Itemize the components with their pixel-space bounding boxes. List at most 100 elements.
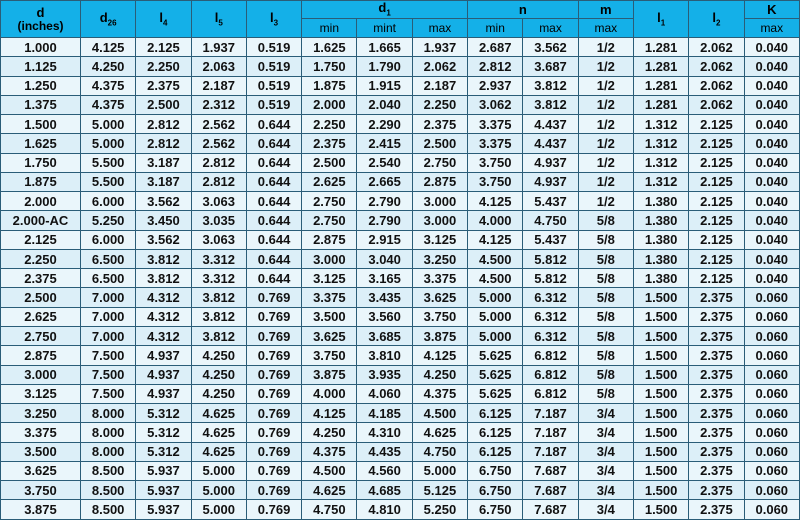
cell-nmin: 5.625 (467, 364, 524, 385)
cell-l1: 1.281 (632, 94, 690, 116)
cell-l5: 3.063 (190, 191, 247, 212)
cell-nmin: 2.687 (467, 36, 524, 58)
cell-d: 3.250 (0, 403, 81, 424)
cell-d1max: 2.062 (411, 56, 469, 77)
table-row: 2.625 7.000 4.312 3.812 0.769 3.500 3.560 3.750… (0, 306, 800, 327)
table-header: d (inches) d26 l4 l5 l3 d1 n m l1 l2 K m… (0, 0, 800, 38)
cell-d: 3.750 (0, 480, 81, 501)
cell-nmin: 3.375 (467, 114, 524, 135)
cell-d1min: 4.375 (301, 441, 358, 462)
col-header-l3-label: l (270, 9, 274, 25)
cell-d: 2.250 (0, 248, 81, 270)
cell-Kmax: 0.060 (743, 403, 800, 424)
table-row: 1.125 4.250 2.250 2.063 0.519 1.750 1.790 2.062… (0, 56, 800, 77)
col-header-l5-label: l (214, 9, 219, 25)
col-header-l2: l2 (688, 0, 745, 38)
cell-l3: 0.644 (245, 114, 303, 135)
cell-nmin: 3.750 (467, 152, 524, 173)
cell-d1mint: 3.435 (356, 287, 413, 308)
cell-d1max: 4.125 (411, 345, 469, 366)
cell-l1: 1.500 (632, 383, 690, 405)
cell-l2: 2.125 (688, 248, 745, 270)
table-row: 1.750 5.500 3.187 2.812 0.644 2.500 2.540 2.750… (0, 152, 800, 173)
cell-d: 2.000 (0, 191, 81, 212)
cell-nmin: 6.750 (467, 480, 524, 501)
cell-d1mint: 4.685 (356, 480, 413, 501)
cell-l3: 0.644 (245, 268, 303, 289)
table-row: 3.250 8.000 5.312 4.625 0.769 4.125 4.185 4.500… (0, 403, 800, 424)
table-row: 2.500 7.000 4.312 3.812 0.769 3.375 3.435 3.625… (0, 287, 800, 308)
cell-d1min: 3.750 (301, 345, 358, 366)
cell-Kmax: 0.060 (743, 499, 800, 520)
col-header-K-max: max (743, 17, 800, 38)
cell-Kmax: 0.040 (743, 171, 800, 193)
cell-l1: 1.380 (632, 248, 690, 270)
cell-d: 1.375 (0, 94, 81, 116)
cell-Kmax: 0.040 (743, 268, 800, 289)
cell-d1max: 2.500 (411, 133, 469, 154)
cell-l1: 1.500 (632, 499, 690, 520)
cell-Kmax: 0.060 (743, 441, 800, 462)
cell-mmax: 5/8 (577, 210, 634, 231)
cell-d1mint: 3.935 (356, 364, 413, 385)
cell-l5: 5.000 (190, 480, 247, 501)
cell-l3: 0.644 (245, 171, 303, 193)
cell-d1min: 3.875 (301, 364, 358, 385)
cell-l3: 0.769 (245, 287, 303, 308)
cell-Kmax: 0.040 (743, 248, 800, 270)
table-row: 2.250 6.500 3.812 3.312 0.644 3.000 3.040 3.250… (0, 248, 800, 270)
cell-d: 2.375 (0, 268, 81, 289)
cell-l4: 4.312 (135, 306, 192, 327)
cell-l4: 2.500 (135, 94, 192, 116)
cell-d: 3.000 (0, 364, 81, 385)
cell-d1min: 2.750 (301, 191, 358, 212)
cell-d1min: 3.375 (301, 287, 358, 308)
cell-l4: 3.187 (135, 171, 192, 193)
cell-d1min: 4.000 (301, 383, 358, 405)
cell-nmin: 2.812 (467, 56, 524, 77)
cell-l1: 1.500 (632, 480, 690, 501)
col-header-l2-label: l (712, 9, 716, 25)
cell-nmax: 7.687 (522, 460, 579, 482)
cell-l1: 1.500 (632, 345, 690, 366)
cell-d26: 4.375 (79, 94, 137, 116)
col-header-l2-subscript: 2 (716, 18, 721, 28)
cell-l4: 2.375 (135, 75, 192, 96)
cell-d1min: 4.750 (301, 499, 358, 520)
col-header-l1: l1 (632, 0, 690, 38)
cell-d1max: 4.625 (411, 422, 469, 443)
table-body: 1.000 4.125 2.125 1.937 0.519 1.625 1.665 1.937… (0, 36, 800, 520)
cell-d1min: 2.375 (301, 133, 358, 154)
cell-l4: 3.562 (135, 191, 192, 212)
cell-l2: 2.375 (688, 306, 745, 327)
cell-d26: 4.125 (79, 36, 137, 58)
col-header-l4-subscript: 4 (163, 18, 168, 28)
cell-Kmax: 0.060 (743, 460, 800, 482)
cell-d1mint: 4.435 (356, 441, 413, 462)
cell-d26: 8.500 (79, 499, 137, 520)
cell-d26: 7.500 (79, 345, 137, 366)
cell-l4: 4.937 (135, 345, 192, 366)
cell-d1min: 2.625 (301, 171, 358, 193)
table-row: 2.375 6.500 3.812 3.312 0.644 3.125 3.165 3.375… (0, 268, 800, 289)
cell-nmax: 7.687 (522, 480, 579, 501)
cell-d1max: 3.000 (411, 210, 469, 231)
cell-nmin: 5.000 (467, 306, 524, 327)
cell-d26: 7.000 (79, 306, 137, 327)
cell-d1mint: 2.290 (356, 114, 413, 135)
cell-nmin: 5.625 (467, 383, 524, 405)
cell-nmin: 2.937 (467, 75, 524, 96)
table-row: 2.125 6.000 3.562 3.063 0.644 2.875 2.915 3.125… (0, 229, 800, 250)
cell-l2: 2.125 (688, 171, 745, 193)
cell-l5: 4.625 (190, 422, 247, 443)
cell-l5: 2.562 (190, 114, 247, 135)
cell-nmax: 7.687 (522, 499, 579, 520)
table-row: 1.500 5.000 2.812 2.562 0.644 2.250 2.290 2.375… (0, 114, 800, 135)
cell-mmax: 1/2 (577, 133, 634, 154)
cell-l2: 2.375 (688, 480, 745, 501)
cell-Kmax: 0.040 (743, 191, 800, 212)
cell-d1min: 1.625 (301, 36, 358, 58)
cell-Kmax: 0.060 (743, 480, 800, 501)
col-header-d-label: d (36, 4, 45, 20)
